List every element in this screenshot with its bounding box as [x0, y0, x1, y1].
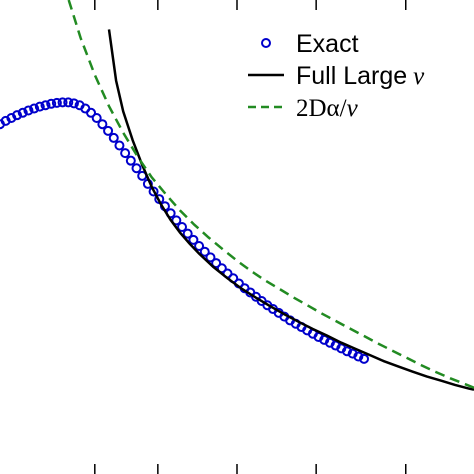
data-point-exact	[23, 105, 34, 116]
data-point-exact	[63, 97, 74, 108]
data-point-exact	[103, 125, 114, 136]
legend-label-exact: Exact	[296, 30, 359, 58]
axes	[94, 0, 407, 474]
data-point-exact	[51, 97, 62, 108]
data-point-exact	[359, 353, 370, 364]
data-point-exact	[86, 107, 97, 118]
data-point-exact	[211, 258, 222, 269]
series-line-full-large	[107, 29, 474, 391]
data-point-exact	[91, 113, 102, 124]
data-point-exact	[131, 163, 142, 174]
data-point-exact	[97, 119, 108, 130]
legend-marker-exact	[261, 38, 271, 48]
data-point-exact	[199, 246, 210, 257]
data-point-exact	[194, 241, 205, 252]
data-point-exact	[40, 100, 51, 111]
data-point-exact	[188, 234, 199, 245]
data-point-exact	[120, 148, 131, 159]
legend-label-full-large: Full Large v	[296, 62, 425, 90]
legend-label-2dalpha: 2Dα/v	[296, 95, 359, 122]
data-point-exact	[57, 97, 68, 108]
data-point-exact	[17, 107, 28, 118]
data-point-exact	[46, 98, 57, 109]
data-point-exact	[29, 103, 40, 114]
data-point-exact	[353, 351, 364, 362]
series-line-2d	[67, 0, 474, 389]
data-point-exact	[148, 186, 159, 197]
data-point-exact	[205, 252, 216, 263]
data-point-exact	[341, 346, 352, 357]
plot-area	[0, 0, 474, 391]
data-point-exact	[34, 101, 45, 112]
legend: Exact Full Large v 2Dα/v	[248, 30, 425, 122]
data-point-exact	[12, 110, 23, 121]
data-point-exact	[108, 132, 119, 143]
data-point-exact	[68, 98, 79, 109]
data-point-exact	[125, 155, 136, 166]
data-point-exact	[182, 228, 193, 239]
data-point-exact	[114, 140, 125, 151]
data-point-exact	[177, 222, 188, 233]
